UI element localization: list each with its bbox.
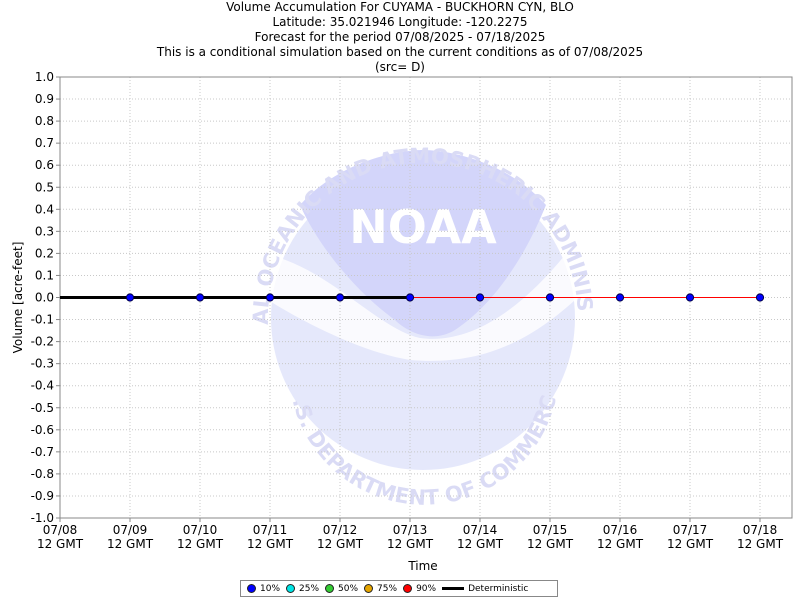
x-tick-label-time: 12 GMT [107, 537, 154, 551]
legend-swatch [403, 584, 413, 593]
series-10-point [125, 293, 135, 302]
y-tick-label: -0.6 [31, 423, 54, 437]
y-tick-label: 0.6 [35, 158, 54, 172]
legend-swatch [247, 584, 256, 593]
legend-label: 10% [260, 583, 281, 594]
chart-axis-labels: 1.0 0.9 0.8 0.7 0.6 0.5 0.4 0.3 0.2 0.1 0.0 -0.1 -0.… [11, 70, 784, 573]
x-axis-label: Time [407, 559, 437, 573]
series-10-point [615, 293, 625, 302]
chart-subtitle-location: Latitude: 35.021946 Longitude: -120.2275 [272, 15, 528, 29]
series-10-point [545, 293, 555, 302]
x-tick-label-time: 12 GMT [387, 537, 434, 551]
y-tick-label: -0.3 [31, 357, 54, 371]
x-tick-label-date: 07/09 [113, 523, 148, 537]
legend-item: Deterministic [442, 584, 528, 594]
x-tick-label-date: 07/15 [533, 523, 568, 537]
legend-item: 90% [403, 584, 436, 594]
series-10-point [755, 293, 765, 302]
legend-label: 25% [299, 583, 320, 594]
x-tick-label-time: 12 GMT [597, 537, 644, 551]
y-tick-label: -0.4 [31, 379, 54, 393]
legend-label: 90% [416, 583, 437, 594]
chart-subtitle-period: Forecast for the period 07/08/2025 - 07/… [254, 30, 546, 44]
x-tick-label-date: 07/11 [253, 523, 288, 537]
y-tick-label: -0.1 [31, 313, 54, 327]
noaa-logo-text: NOAA [349, 200, 497, 254]
y-tick-label: -0.7 [31, 445, 54, 459]
chart-title: Volume Accumulation For CUYAMA - BUCKHOR… [226, 0, 574, 14]
x-tick-label-time: 12 GMT [37, 537, 84, 551]
chart-legend: 10% 25% 50% 75% 90% Deterministic [240, 580, 558, 597]
y-tick-label: -0.2 [31, 335, 54, 349]
y-tick-label: 0.9 [35, 92, 54, 106]
x-tick-label-date: 07/08 [43, 523, 78, 537]
legend-swatch [442, 587, 465, 590]
chart-title-block: Volume Accumulation For CUYAMA - BUCKHOR… [0, 0, 800, 75]
x-tick-label-time: 12 GMT [667, 537, 714, 551]
y-tick-label: 0.1 [35, 268, 54, 282]
y-tick-label: -0.8 [31, 467, 54, 481]
legend-item: 75% [364, 584, 397, 594]
y-tick-label: 1.0 [35, 70, 54, 84]
series-10-point [405, 293, 415, 302]
y-tick-label: 0.7 [35, 136, 54, 150]
y-tick-label: 0.8 [35, 114, 54, 128]
legend-swatch [286, 584, 296, 593]
legend-item: 50% [325, 584, 358, 594]
legend-label: 75% [377, 583, 398, 594]
x-tick-label-time: 12 GMT [527, 537, 574, 551]
x-tick-label-date: 07/16 [603, 523, 638, 537]
legend-label: 50% [338, 583, 359, 594]
x-tick-label-time: 12 GMT [737, 537, 784, 551]
y-tick-label: 0.0 [35, 291, 54, 305]
series-10-point [335, 293, 345, 302]
series-10-point [195, 293, 205, 302]
y-axis-label: Volume [acre-feet] [11, 242, 25, 354]
series-10-point [685, 293, 695, 302]
y-tick-label: -1.0 [31, 511, 54, 525]
y-tick-label: 0.3 [35, 224, 54, 238]
chart-subtitle-source: (src= D) [375, 60, 425, 74]
x-tick-label-date: 07/12 [323, 523, 358, 537]
legend-swatch [364, 584, 374, 593]
x-tick-label-time: 12 GMT [247, 537, 294, 551]
chart-series [60, 293, 765, 302]
x-tick-label-date: 07/13 [393, 523, 428, 537]
x-tick-label-time: 12 GMT [177, 537, 224, 551]
y-tick-label: 0.5 [35, 180, 54, 194]
y-tick-label: 0.2 [35, 246, 54, 260]
y-tick-label: 0.4 [35, 202, 54, 216]
x-tick-label-date: 07/10 [183, 523, 218, 537]
legend-label: Deterministic [468, 583, 529, 594]
y-tick-label: -0.5 [31, 401, 54, 415]
legend-item: 10% [247, 584, 280, 594]
noaa-watermark-logo: NOAA NATIONAL OCEANIC AND ATMOSPHERIC AD… [0, 0, 597, 510]
x-tick-label-date: 07/17 [673, 523, 708, 537]
x-tick-label-date: 07/14 [463, 523, 498, 537]
legend-swatch [325, 584, 335, 593]
x-tick-label-date: 07/18 [743, 523, 778, 537]
series-10-point [475, 293, 485, 302]
x-tick-label-time: 12 GMT [457, 537, 504, 551]
x-tick-label-time: 12 GMT [317, 537, 364, 551]
series-10-point [265, 293, 275, 302]
legend-item: 25% [286, 584, 319, 594]
chart-subtitle-conditions: This is a conditional simulation based o… [156, 45, 644, 59]
y-tick-label: -0.9 [31, 489, 54, 503]
